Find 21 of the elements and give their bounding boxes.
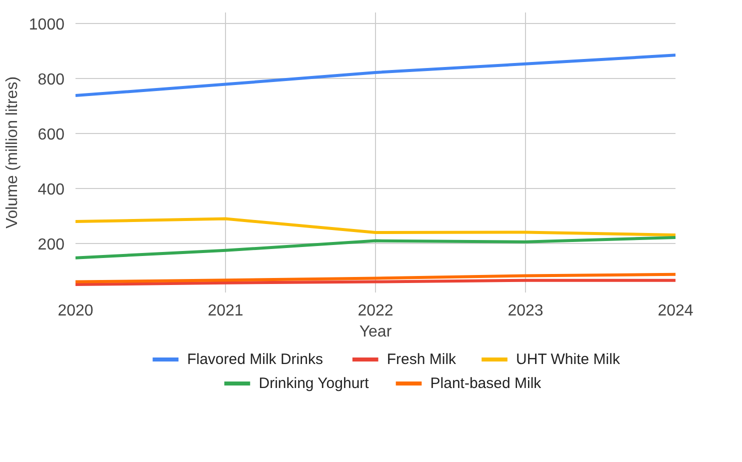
legend-label: Flavored Milk Drinks [187,351,323,368]
y-tick-label: 1000 [28,16,65,34]
y-tick-label: 200 [38,236,65,254]
line-series [76,272,676,284]
x-tick-label: 2024 [658,302,694,320]
y-tick-label: 400 [38,182,65,199]
x-tick-label: 2021 [208,302,244,320]
x-tick-label: 2022 [358,302,394,320]
line-series [76,54,676,98]
x-axis-title: Year [359,324,392,340]
line-series [76,217,676,237]
legend-label: Fresh Milk [386,351,457,368]
x-tick-label: 2023 [508,302,544,320]
legend-label: Drinking Yoghurt [258,375,370,392]
y-tick-label: 800 [38,72,65,89]
legend-label: Plant-based Milk [430,375,542,392]
y-tick-label: 600 [38,126,65,144]
x-tick-label: 2020 [58,302,94,320]
line-series [76,236,676,260]
y-axis-title: Volume (million litres) [4,76,21,229]
legend-label: UHT White Milk [516,351,620,368]
